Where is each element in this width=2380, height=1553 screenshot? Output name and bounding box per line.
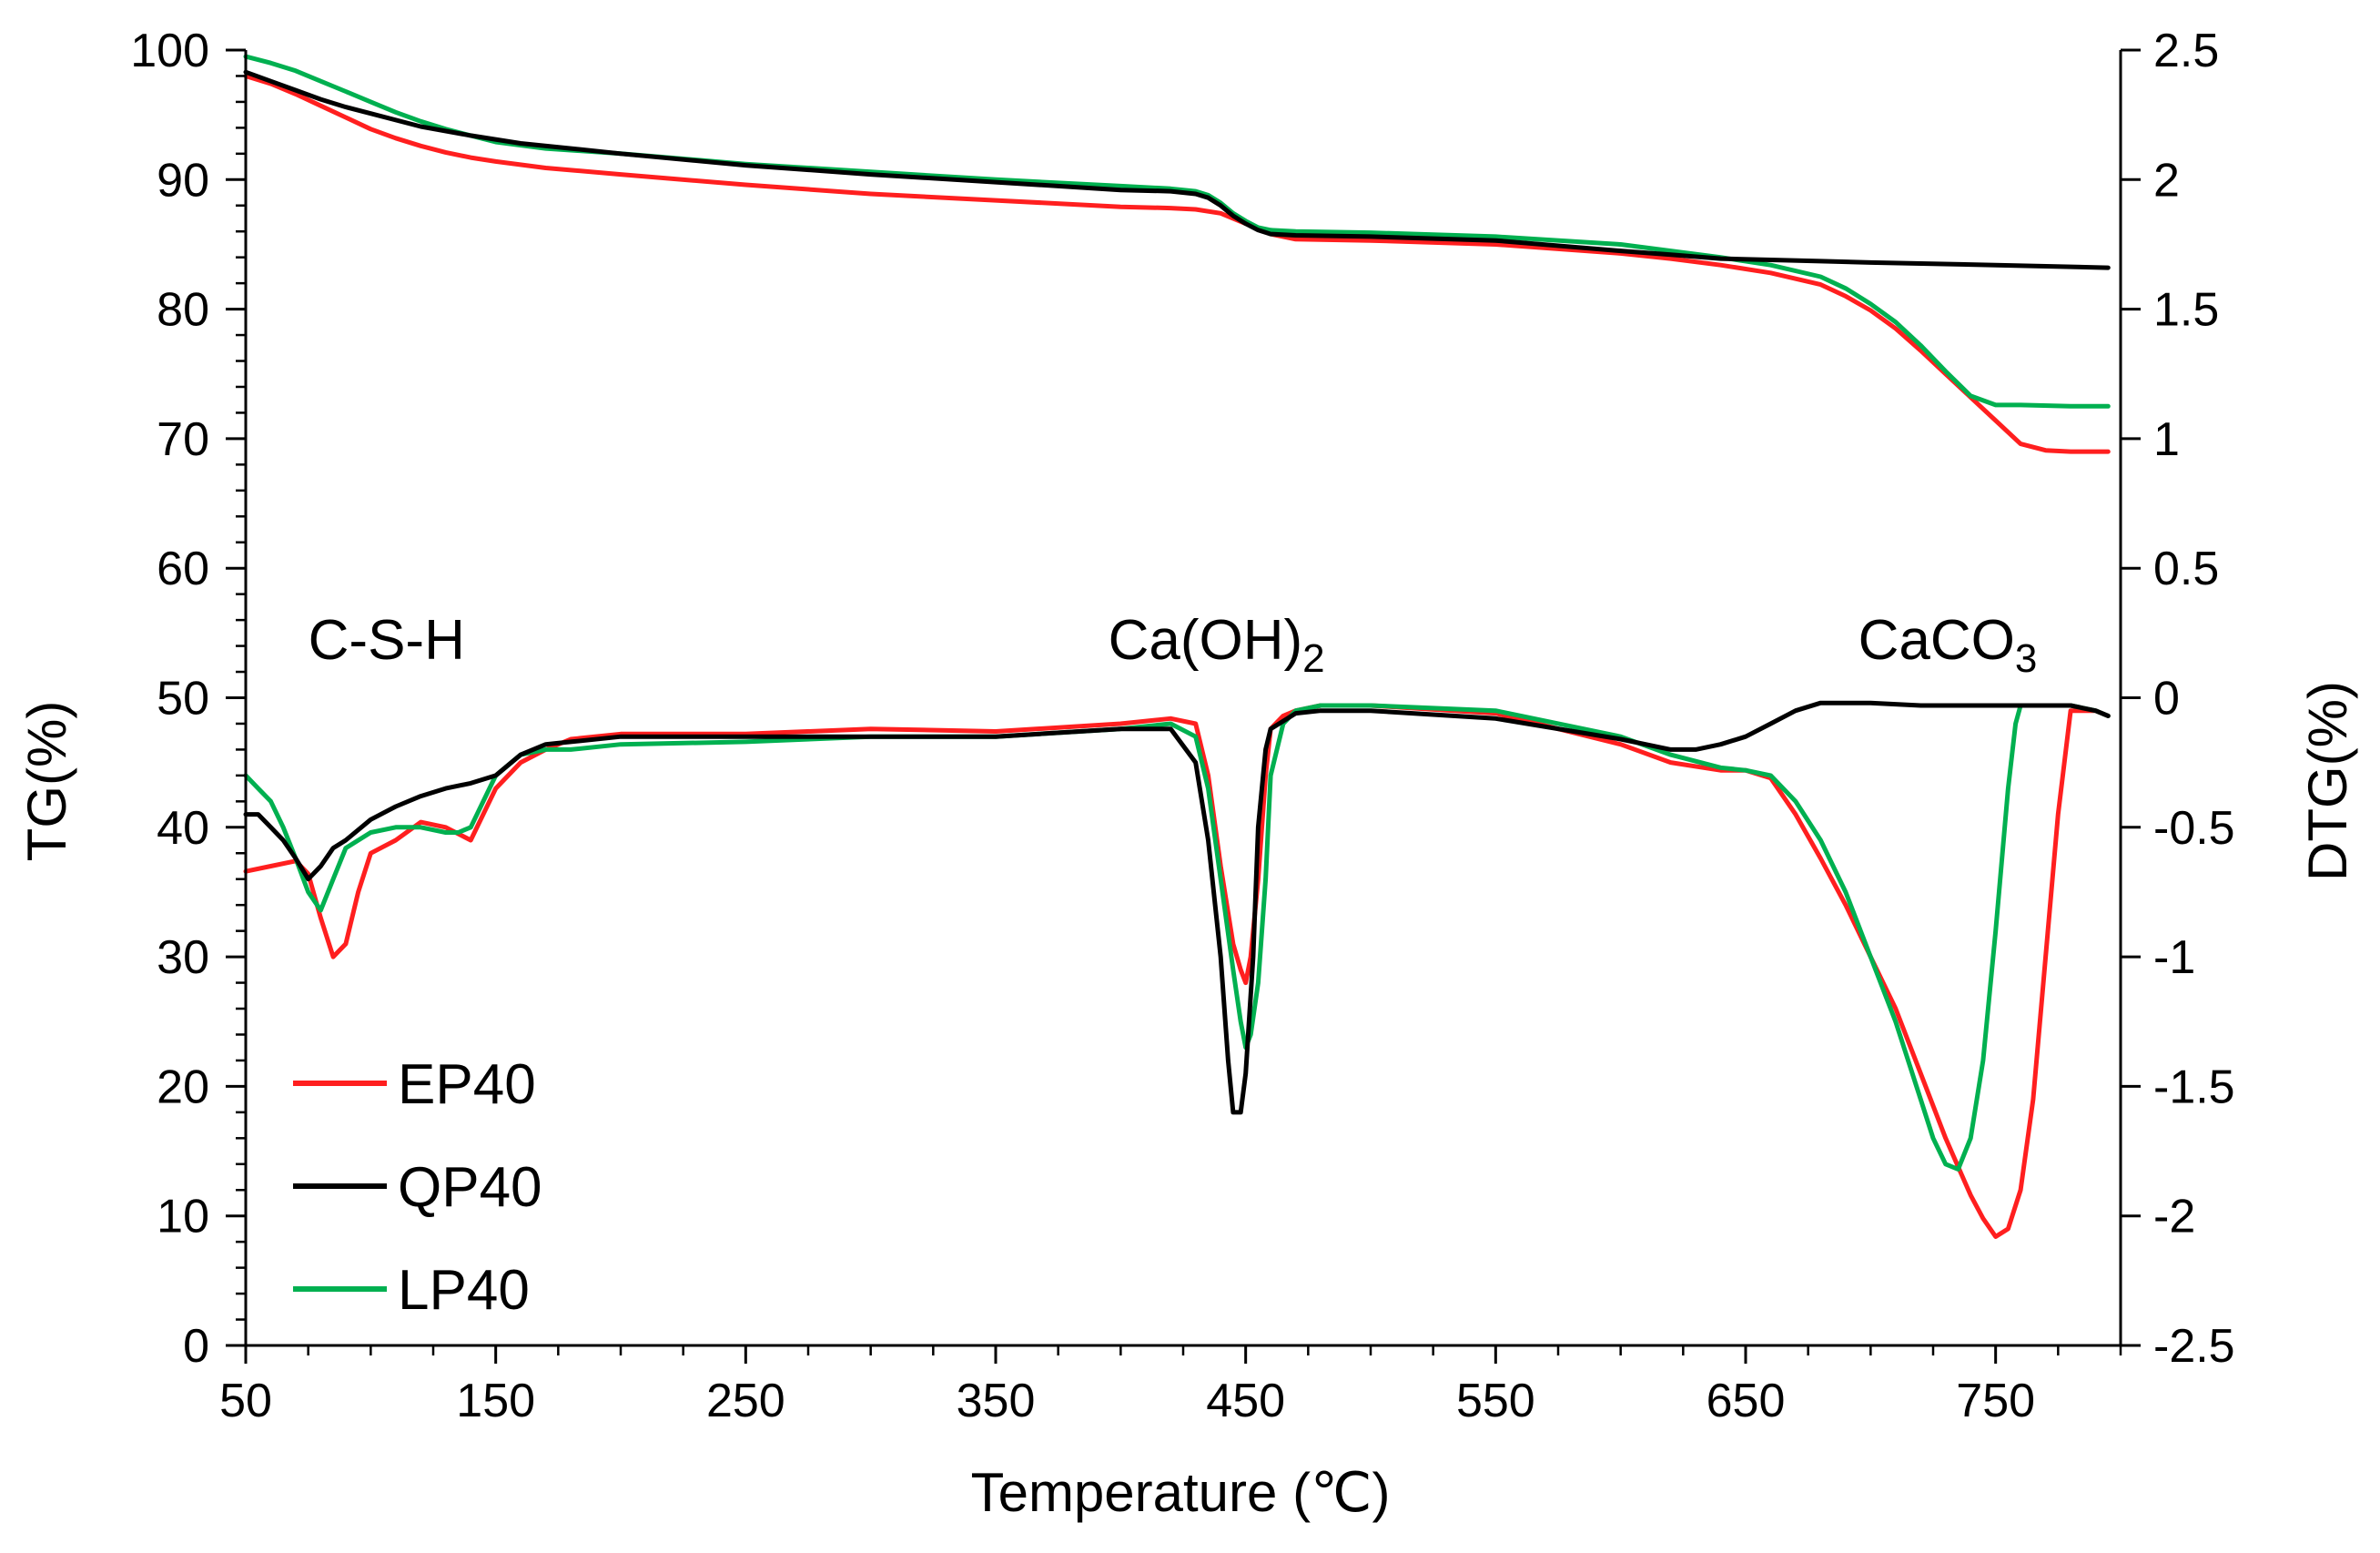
ticks-layer: 50 150 250 350 450 550 650 75001020304050607080… [130, 25, 2234, 1427]
x-tick-label: 50 [219, 1375, 272, 1427]
y-left-tick-label: 90 [157, 154, 209, 207]
y-right-tick-label: 1.5 [2153, 284, 2219, 337]
x-axis-title: Temperature (℃) [971, 1462, 1391, 1523]
legend-label-lp40: LP40 [398, 1259, 530, 1322]
tg-line-qp40 [243, 69, 2111, 270]
x-tick-label: 750 [1956, 1375, 2035, 1427]
y-left-tick-label: 0 [183, 1320, 209, 1373]
y-right-tick-label: 2 [2153, 154, 2180, 207]
x-tick-label: 450 [1206, 1375, 1285, 1427]
y-left-tick-label: 60 [157, 543, 209, 595]
series-layer [243, 54, 2111, 1239]
y-right-tick-label: 1 [2153, 413, 2180, 466]
y-left-tick-label: 70 [157, 413, 209, 466]
y-right-tick-label: -2.5 [2153, 1320, 2235, 1373]
x-tick-label: 150 [456, 1375, 535, 1427]
dtg-line-qp40 [243, 700, 2111, 1115]
y-right-tick-label: 2.5 [2153, 25, 2219, 77]
y-right-tick-label: -1.5 [2153, 1061, 2235, 1113]
y-left-tick-label: 30 [157, 931, 209, 984]
y-left-tick-label: 20 [157, 1061, 209, 1113]
y-left-tick-label: 10 [157, 1191, 209, 1243]
y-left-tick-label: 50 [157, 673, 209, 726]
y-left-axis-title: TG(%) [16, 701, 77, 862]
legend: EP40 QP40 LP40 [293, 1053, 542, 1322]
annotation-label: C-S-H [309, 609, 465, 672]
annotation-label: CaCO3 [1858, 609, 2038, 681]
y-left-tick-label: 40 [157, 802, 209, 855]
x-tick-label: 250 [706, 1375, 785, 1427]
x-tick-label: 350 [957, 1375, 1036, 1427]
y-right-axis-title: DTG(%) [2297, 681, 2358, 881]
y-right-tick-label: -1 [2153, 931, 2195, 984]
x-tick-label: 650 [1707, 1375, 1786, 1427]
y-right-tick-label: 0 [2153, 673, 2180, 726]
y-left-tick-label: 100 [130, 25, 209, 77]
legend-label-ep40: EP40 [398, 1053, 536, 1116]
y-right-tick-label: -0.5 [2153, 802, 2235, 855]
annotations-layer: C-S-H Ca(OH)2 CaCO3 [309, 609, 2038, 681]
y-right-tick-label: -2 [2153, 1191, 2195, 1243]
legend-label-qp40: QP40 [398, 1156, 542, 1219]
y-right-tick-label: 0.5 [2153, 543, 2219, 595]
annotation-label: Ca(OH)2 [1109, 609, 1325, 681]
y-left-tick-label: 80 [157, 284, 209, 337]
x-tick-label: 550 [1456, 1375, 1535, 1427]
dtg-line-lp40 [243, 703, 2111, 1172]
